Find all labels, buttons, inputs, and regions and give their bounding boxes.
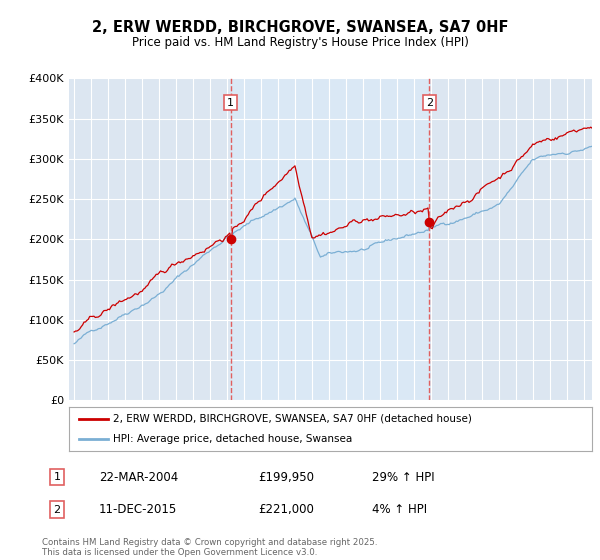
Text: Price paid vs. HM Land Registry's House Price Index (HPI): Price paid vs. HM Land Registry's House … <box>131 36 469 49</box>
Text: 29% ↑ HPI: 29% ↑ HPI <box>372 470 434 484</box>
Text: 1: 1 <box>227 97 234 108</box>
Text: 2, ERW WERDD, BIRCHGROVE, SWANSEA, SA7 0HF (detached house): 2, ERW WERDD, BIRCHGROVE, SWANSEA, SA7 0… <box>113 414 472 424</box>
Text: 2, ERW WERDD, BIRCHGROVE, SWANSEA, SA7 0HF: 2, ERW WERDD, BIRCHGROVE, SWANSEA, SA7 0… <box>92 20 508 35</box>
Text: £221,000: £221,000 <box>258 503 314 516</box>
Text: 22-MAR-2004: 22-MAR-2004 <box>99 470 178 484</box>
Text: 2: 2 <box>53 505 61 515</box>
Text: £199,950: £199,950 <box>258 470 314 484</box>
Text: 2: 2 <box>426 97 433 108</box>
Text: HPI: Average price, detached house, Swansea: HPI: Average price, detached house, Swan… <box>113 434 353 444</box>
Text: 11-DEC-2015: 11-DEC-2015 <box>99 503 177 516</box>
Text: 4% ↑ HPI: 4% ↑ HPI <box>372 503 427 516</box>
Bar <box>230 78 430 400</box>
Text: 1: 1 <box>53 472 61 482</box>
Text: Contains HM Land Registry data © Crown copyright and database right 2025.
This d: Contains HM Land Registry data © Crown c… <box>42 538 377 557</box>
